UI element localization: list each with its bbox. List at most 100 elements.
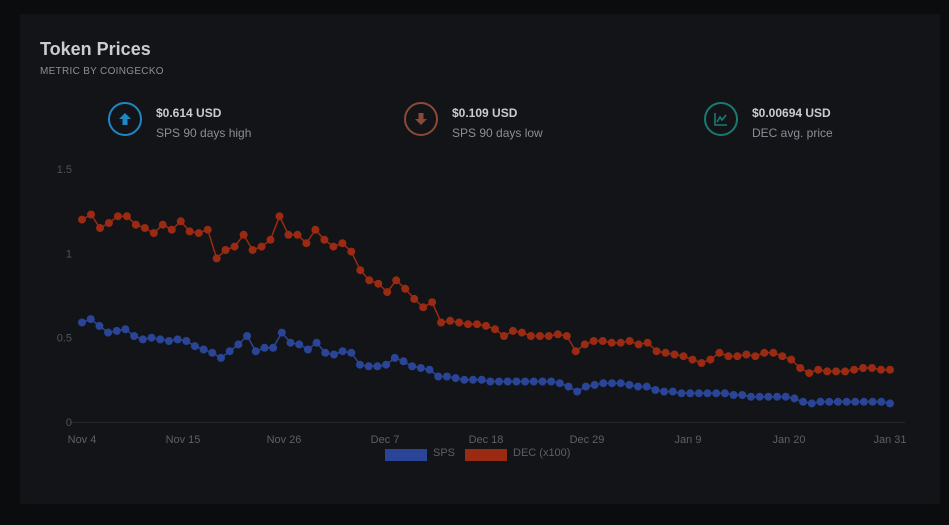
data-point-dec[interactable]: [194, 229, 203, 238]
data-point-dec[interactable]: [329, 242, 338, 251]
data-point-dec[interactable]: [374, 279, 383, 288]
data-point-dec[interactable]: [697, 359, 706, 367]
data-point-dec[interactable]: [401, 284, 410, 293]
data-point-sps[interactable]: [764, 392, 773, 401]
data-point-sps[interactable]: [547, 377, 556, 386]
data-point-dec[interactable]: [221, 246, 230, 254]
data-point-sps[interactable]: [138, 335, 147, 344]
data-point-dec[interactable]: [688, 355, 697, 364]
data-point-sps[interactable]: [755, 392, 764, 401]
data-point-sps[interactable]: [807, 399, 816, 408]
data-point-sps[interactable]: [425, 365, 434, 374]
data-point-dec[interactable]: [149, 229, 158, 238]
data-point-sps[interactable]: [173, 335, 182, 344]
data-point-sps[interactable]: [886, 399, 894, 408]
data-point-sps[interactable]: [651, 386, 660, 394]
data-point-sps[interactable]: [625, 380, 634, 389]
data-point-sps[interactable]: [390, 353, 399, 362]
data-point-dec[interactable]: [868, 364, 876, 372]
data-point-dec[interactable]: [517, 328, 526, 337]
data-point-dec[interactable]: [302, 239, 311, 248]
data-point-dec[interactable]: [275, 212, 284, 221]
data-point-sps[interactable]: [182, 337, 191, 345]
data-point-sps[interactable]: [130, 332, 139, 340]
data-point-dec[interactable]: [715, 348, 724, 357]
data-point-sps[interactable]: [303, 345, 312, 354]
data-point-sps[interactable]: [555, 379, 564, 388]
data-point-dec[interactable]: [203, 225, 212, 234]
data-point-dec[interactable]: [293, 230, 302, 239]
data-point-sps[interactable]: [642, 382, 651, 391]
data-point-dec[interactable]: [104, 219, 113, 227]
data-point-dec[interactable]: [742, 350, 751, 359]
data-point-sps[interactable]: [634, 382, 642, 391]
data-point-dec[interactable]: [751, 352, 760, 361]
data-point-dec[interactable]: [284, 230, 293, 239]
data-point-dec[interactable]: [167, 225, 176, 234]
data-point-dec[interactable]: [383, 288, 392, 297]
data-point-sps[interactable]: [877, 397, 886, 406]
data-point-dec[interactable]: [185, 227, 194, 236]
data-point-sps[interactable]: [364, 362, 373, 371]
data-point-sps[interactable]: [251, 347, 260, 356]
data-point-dec[interactable]: [823, 367, 832, 376]
data-point-sps[interactable]: [486, 377, 495, 386]
data-point-dec[interactable]: [392, 276, 401, 285]
data-point-sps[interactable]: [538, 377, 547, 386]
data-point-sps[interactable]: [217, 353, 225, 362]
data-point-sps[interactable]: [503, 377, 512, 386]
data-point-dec[interactable]: [239, 230, 248, 239]
data-point-dec[interactable]: [796, 364, 805, 372]
data-point-sps[interactable]: [321, 348, 330, 357]
data-point-dec[interactable]: [508, 326, 517, 335]
data-point-dec[interactable]: [140, 224, 149, 232]
data-point-dec[interactable]: [598, 337, 607, 345]
data-point-sps[interactable]: [833, 397, 842, 406]
data-point-dec[interactable]: [886, 365, 894, 374]
data-point-sps[interactable]: [590, 380, 599, 389]
data-point-sps[interactable]: [573, 387, 582, 396]
data-point-sps[interactable]: [773, 392, 782, 401]
data-point-sps[interactable]: [660, 387, 669, 396]
data-point-dec[interactable]: [176, 217, 185, 226]
data-point-sps[interactable]: [799, 397, 808, 406]
data-point-dec[interactable]: [814, 365, 823, 374]
data-point-dec[interactable]: [661, 348, 670, 357]
data-point-sps[interactable]: [477, 375, 486, 384]
data-point-sps[interactable]: [859, 397, 868, 406]
data-point-sps[interactable]: [78, 318, 86, 327]
data-point-sps[interactable]: [825, 397, 834, 406]
data-point-sps[interactable]: [442, 372, 451, 381]
data-point-dec[interactable]: [553, 330, 562, 339]
data-point-dec[interactable]: [212, 254, 221, 263]
data-point-sps[interactable]: [703, 389, 712, 398]
data-point-sps[interactable]: [460, 375, 469, 384]
data-point-dec[interactable]: [482, 321, 490, 330]
data-point-sps[interactable]: [147, 333, 156, 342]
data-point-sps[interactable]: [95, 321, 104, 330]
data-point-sps[interactable]: [790, 394, 799, 403]
data-point-sps[interactable]: [330, 350, 338, 359]
data-point-dec[interactable]: [320, 235, 329, 244]
data-point-dec[interactable]: [625, 337, 634, 345]
data-point-dec[interactable]: [158, 220, 167, 229]
data-point-dec[interactable]: [338, 239, 347, 248]
data-point-dec[interactable]: [724, 352, 733, 361]
data-point-dec[interactable]: [616, 338, 625, 347]
data-point-sps[interactable]: [451, 374, 460, 383]
data-point-sps[interactable]: [295, 340, 304, 349]
data-point-dec[interactable]: [778, 352, 787, 361]
data-point-sps[interactable]: [399, 357, 408, 366]
data-point-sps[interactable]: [529, 377, 538, 386]
data-point-dec[interactable]: [347, 247, 356, 256]
data-point-dec[interactable]: [670, 350, 679, 359]
data-point-dec[interactable]: [769, 348, 778, 357]
data-point-dec[interactable]: [706, 355, 715, 364]
data-point-dec[interactable]: [526, 332, 535, 340]
data-point-sps[interactable]: [599, 379, 608, 388]
data-point-sps[interactable]: [104, 328, 113, 337]
data-point-dec[interactable]: [491, 325, 499, 334]
data-point-dec[interactable]: [760, 348, 769, 357]
data-point-sps[interactable]: [234, 340, 243, 349]
data-point-sps[interactable]: [495, 377, 503, 386]
